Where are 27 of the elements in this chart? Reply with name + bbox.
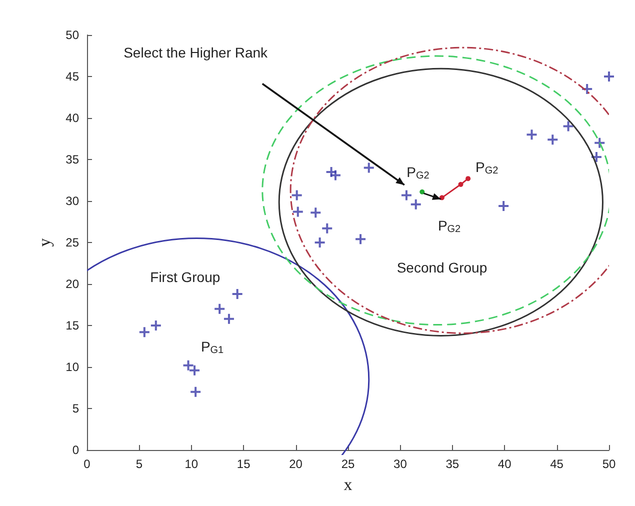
x-tick-label: 45 bbox=[550, 457, 564, 471]
y-tick-label: 5 bbox=[72, 402, 80, 416]
x-tick-label: 5 bbox=[136, 457, 143, 471]
annotation: Select the Higher Rank bbox=[124, 44, 269, 61]
y-tick-label: 40 bbox=[66, 111, 80, 125]
annotation: First Group bbox=[150, 268, 220, 285]
x-tick-label: 30 bbox=[394, 457, 408, 471]
x-tick-label: 25 bbox=[341, 457, 355, 471]
x-tick-label: 0 bbox=[84, 457, 91, 471]
annotation: Second Group bbox=[396, 260, 488, 276]
x-tick-label: 10 bbox=[184, 457, 198, 471]
y-tick-label: 10 bbox=[66, 360, 80, 374]
y-tick-label: 50 bbox=[66, 28, 80, 42]
y-tick-label: 30 bbox=[66, 194, 80, 208]
y-axis-title: y bbox=[35, 238, 54, 247]
x-tick-label: 15 bbox=[236, 457, 251, 471]
y-tick-label: 15 bbox=[66, 318, 80, 332]
y-tick-label: 35 bbox=[66, 152, 80, 166]
x-tick-label: 35 bbox=[446, 457, 460, 471]
x-tick-label: 50 bbox=[602, 457, 616, 471]
y-tick-label: 25 bbox=[66, 236, 80, 250]
x-axis-title: x bbox=[344, 475, 353, 494]
y-tick-label: 45 bbox=[66, 70, 80, 84]
x-tick-label: 40 bbox=[498, 457, 512, 471]
y-tick-label: 0 bbox=[72, 443, 80, 457]
y-tick-label: 20 bbox=[66, 277, 80, 291]
x-tick-label: 20 bbox=[289, 457, 303, 471]
